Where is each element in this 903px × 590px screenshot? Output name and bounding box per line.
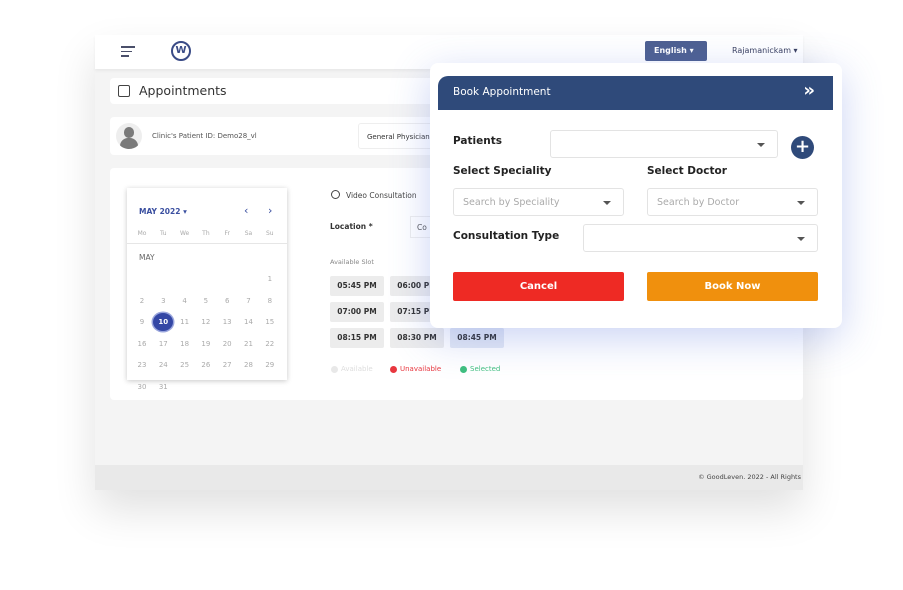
time-slot[interactable]: 08:30 PM xyxy=(390,328,444,348)
weekday-label: Sa xyxy=(244,230,253,237)
video-consultation-radio[interactable] xyxy=(331,190,340,199)
calendar-day[interactable]: 2 xyxy=(139,296,145,305)
patients-label: Patients xyxy=(453,135,502,147)
patient-card: Clinic's Patient ID: Demo28_vl General P… xyxy=(110,117,450,155)
calendar-day[interactable]: 19 xyxy=(201,339,211,348)
calendar-day[interactable]: 18 xyxy=(180,339,190,348)
calendar-day[interactable]: 6 xyxy=(224,296,230,305)
modal-title: Book Appointment xyxy=(453,86,551,98)
calendar-day[interactable]: 16 xyxy=(137,339,147,348)
weekday-label: We xyxy=(179,230,190,237)
weekday-label: Su xyxy=(265,230,274,237)
calendar-day[interactable]: 25 xyxy=(180,361,190,370)
time-slot[interactable]: 08:45 PM xyxy=(450,328,504,348)
doctor-search[interactable]: Search by Doctor xyxy=(647,188,818,216)
calendar-day[interactable]: 4 xyxy=(182,296,187,305)
modal-header: Book Appointment » xyxy=(438,76,833,110)
calendar-day[interactable]: 30 xyxy=(137,383,147,391)
doctor-label: Select Doctor xyxy=(647,165,727,177)
consultation-type-label: Consultation Type xyxy=(453,230,560,242)
chevron-down-icon xyxy=(797,237,805,241)
weekday-label: Tu xyxy=(160,230,167,237)
menu-icon[interactable] xyxy=(121,46,135,60)
legend-selected: Selected xyxy=(470,365,501,373)
location-label: Location * xyxy=(330,222,373,231)
page-title: Appointments xyxy=(139,83,227,98)
month-label: MAY xyxy=(139,253,155,262)
book-appointment-modal: Book Appointment » Patients + Select Spe… xyxy=(430,63,842,328)
available-dot xyxy=(331,366,338,373)
copyright: © GoodLeven. 2022 - All Rights xyxy=(698,473,801,481)
calendar-day[interactable]: 7 xyxy=(246,296,251,305)
logo-icon: W xyxy=(171,41,191,61)
speciality-label: Select Speciality xyxy=(453,165,552,177)
calendar-day[interactable]: 14 xyxy=(244,318,253,327)
calendar-day[interactable]: 20 xyxy=(222,339,232,348)
calendar-day[interactable]: 17 xyxy=(158,339,168,348)
weekday-label: Mo xyxy=(137,230,147,237)
patients-select[interactable] xyxy=(550,130,778,158)
chevron-down-icon xyxy=(603,201,611,205)
prev-month-button[interactable]: ‹ xyxy=(244,204,249,217)
weekday-label: Th xyxy=(202,230,210,237)
chevron-down-icon xyxy=(757,143,765,147)
calendar-day[interactable]: 24 xyxy=(158,361,168,370)
time-slot[interactable]: 05:45 PM xyxy=(330,276,384,296)
user-name: Rajamanickam xyxy=(732,46,791,55)
calendar-day[interactable]: 27 xyxy=(222,361,232,370)
available-slot-label: Available Slot xyxy=(330,258,374,266)
cancel-button[interactable]: Cancel xyxy=(453,272,624,301)
weekday-label: Fr xyxy=(224,230,230,237)
calendar-day[interactable]: 22 xyxy=(265,339,275,348)
calendar-day[interactable]: 10 xyxy=(153,313,174,332)
footer: © GoodLeven. 2022 - All Rights xyxy=(95,465,803,490)
patient-id: Clinic's Patient ID: Demo28_vl xyxy=(152,132,257,140)
divider xyxy=(127,243,287,244)
consultation-type-select[interactable] xyxy=(583,224,818,252)
add-patient-button[interactable]: + xyxy=(791,136,814,159)
calendar-day[interactable]: 28 xyxy=(244,361,253,370)
next-month-button[interactable]: › xyxy=(268,204,273,217)
legend-available: Available xyxy=(341,365,373,373)
calendar-day[interactable]: 15 xyxy=(265,318,275,327)
avatar xyxy=(116,123,142,149)
selected-dot xyxy=(460,366,467,373)
time-slot[interactable]: 08:15 PM xyxy=(330,328,384,348)
calendar-day[interactable]: 1 xyxy=(267,275,273,283)
calendar-day[interactable]: 8 xyxy=(267,296,273,305)
speciality-search[interactable]: Search by Speciality xyxy=(453,188,624,216)
calendar-day[interactable]: 31 xyxy=(158,383,168,391)
calendar-day[interactable]: 26 xyxy=(201,361,211,370)
language-dropdown[interactable]: English ▾ xyxy=(645,41,707,61)
calendar-day[interactable]: 23 xyxy=(137,361,147,370)
unavailable-dot xyxy=(390,366,397,373)
legend-unavailable: Unavailable xyxy=(400,365,442,373)
language-label: English xyxy=(654,46,687,55)
calendar-icon xyxy=(118,85,130,97)
calendar-day[interactable]: 11 xyxy=(180,318,190,327)
collapse-icon[interactable]: » xyxy=(803,80,815,101)
book-now-button[interactable]: Book Now xyxy=(647,272,818,301)
chevron-down-icon xyxy=(797,201,805,205)
calendar-day[interactable]: 5 xyxy=(203,296,209,305)
calendar-day[interactable]: 13 xyxy=(222,318,232,327)
calendar-day[interactable]: 3 xyxy=(161,296,166,305)
calendar-day[interactable]: 9 xyxy=(139,318,145,327)
date-picker: MAY 2022 ▾ ‹ › MAY Mo Tu We Th Fr Sa Su 1 2 3 4 5 6 7… xyxy=(127,188,287,391)
calendar-day[interactable]: 29 xyxy=(265,361,275,370)
calendar-day[interactable]: 12 xyxy=(201,318,211,327)
user-menu[interactable]: Rajamanickam ▾ xyxy=(732,46,798,55)
month-year-select[interactable]: MAY 2022 ▾ xyxy=(139,207,187,216)
page-title-card: Appointments xyxy=(110,78,450,104)
video-consultation-label: Video Consultation xyxy=(346,191,417,200)
time-slot[interactable]: 07:00 PM xyxy=(330,302,384,322)
calendar-day[interactable]: 21 xyxy=(244,339,253,348)
